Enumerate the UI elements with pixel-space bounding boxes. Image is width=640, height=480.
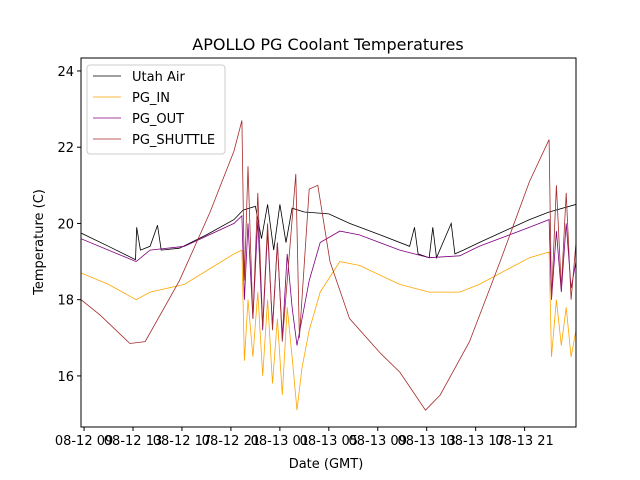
y-axis-label: Temperature (C)	[32, 189, 47, 296]
series-line-utah-air	[81, 204, 576, 261]
legend: Utah Air PG_IN PG_OUT PG_SHUTTLE	[86, 64, 226, 155]
x-axis-label: Date (GMT)	[289, 457, 364, 472]
legend-label: Utah Air	[132, 70, 185, 85]
legend-label: PG_IN	[132, 91, 170, 106]
x-tick-label: 08-13 13	[397, 434, 455, 449]
y-tick-label: 18	[57, 294, 74, 309]
series-line-pg-in	[81, 249, 576, 411]
plot-area	[81, 120, 576, 411]
y-tick-label: 20	[57, 217, 74, 232]
series-line-pg-out	[81, 214, 576, 346]
legend-label: PG_SHUTTLE	[132, 133, 215, 148]
series-line-pg-shuttle	[81, 120, 576, 411]
x-tick-label: 08-12 13	[104, 434, 162, 449]
x-tick-label: 08-13 05	[300, 434, 358, 449]
x-tick-label: 08-12 09	[55, 434, 113, 449]
y-tick-label: 22	[57, 141, 74, 156]
legend-box	[86, 64, 226, 155]
y-tick-label: 24	[57, 65, 74, 80]
y-axis: 16 18 20 22 24	[57, 65, 81, 385]
x-tick-label: 08-13 17	[446, 434, 504, 449]
x-tick-label: 08-12 17	[153, 434, 211, 449]
x-tick-label: 08-13 21	[495, 434, 553, 449]
x-tick-label: 08-12 21	[202, 434, 260, 449]
chart-title: APOLLO PG Coolant Temperatures	[192, 35, 463, 54]
x-tick-label: 08-13 01	[251, 434, 309, 449]
x-tick-label: 08-13 09	[349, 434, 407, 449]
y-tick-label: 16	[57, 370, 74, 385]
legend-label: PG_OUT	[132, 112, 184, 127]
